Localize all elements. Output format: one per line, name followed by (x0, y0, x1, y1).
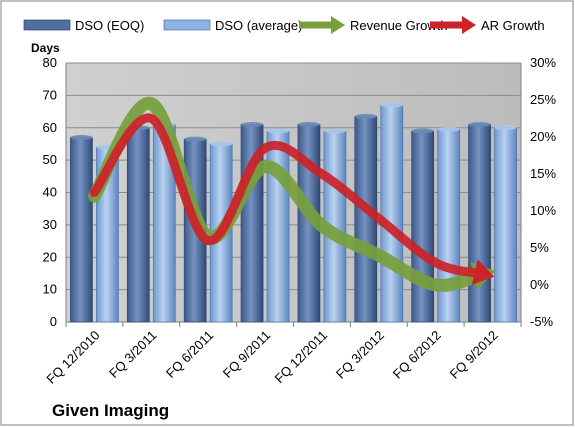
y-tick-label: 10 (43, 282, 57, 297)
y-tick-label: 50 (43, 152, 57, 167)
y2-tick-label: 10% (530, 203, 556, 218)
bar-dso-eoq--1 (126, 127, 150, 323)
arrowhead-ar-growth (471, 259, 495, 285)
legend-label-dso-average-: DSO (average) (215, 18, 302, 33)
y-tick-label: 40 (43, 185, 57, 200)
y-tick-label: 80 (43, 55, 57, 70)
bar-cap (297, 122, 320, 128)
bar-dso-eoq--7 (468, 124, 491, 323)
bar-dso-average--7 (494, 127, 517, 323)
y2-tick-label: -5% (530, 314, 554, 329)
y2-tick-label: 25% (530, 92, 556, 107)
bar-cap (267, 128, 290, 134)
y-tick-label: 70 (43, 87, 57, 102)
y2-tick-label: 20% (530, 129, 556, 144)
bar-cap (323, 128, 346, 134)
y2-tick-label: 15% (530, 166, 556, 181)
bar-cap (70, 134, 93, 140)
legend-label-revenue-growth: Revenue Growth (350, 18, 448, 33)
bar-cap (437, 126, 460, 132)
bar-dso-eoq--0 (70, 137, 93, 323)
y-tick-label: 20 (43, 249, 57, 264)
bar-dso-average--6 (437, 129, 461, 323)
legend-arrow-revenue-growth (331, 16, 345, 34)
bar-cap (184, 136, 207, 142)
legend-label-dso-eoq-: DSO (EOQ) (75, 18, 144, 33)
bar-dso-average--3 (266, 130, 290, 323)
y2-tick-label: 5% (530, 240, 549, 255)
y-tick-label: 30 (43, 217, 57, 232)
y-tick-label: 0 (50, 314, 57, 329)
bar-cap (210, 141, 233, 147)
company-name: Given Imaging (52, 401, 169, 420)
line-revenue-growth (87, 97, 490, 292)
bar-cap (241, 122, 264, 128)
legend-swatch-dso-average- (163, 19, 211, 31)
bar-cap (380, 102, 403, 108)
bar-cap (354, 113, 377, 119)
bar-cap (411, 128, 434, 134)
bar-cap (468, 122, 491, 128)
line-ar-growth (89, 113, 488, 279)
y-tick-label: 60 (43, 120, 57, 135)
bar-cap (494, 125, 517, 131)
legend-label-ar-growth: AR Growth (481, 18, 545, 33)
y2-tick-label: 30% (530, 55, 556, 70)
legend-swatch-dso-eoq- (23, 19, 71, 31)
y-axis-title: Days (31, 41, 60, 55)
bar-dso-average--5 (380, 104, 404, 323)
bar-dso-eoq--6 (411, 130, 435, 323)
y2-tick-label: 0% (530, 277, 549, 292)
legend-arrow-ar-growth (462, 16, 476, 34)
